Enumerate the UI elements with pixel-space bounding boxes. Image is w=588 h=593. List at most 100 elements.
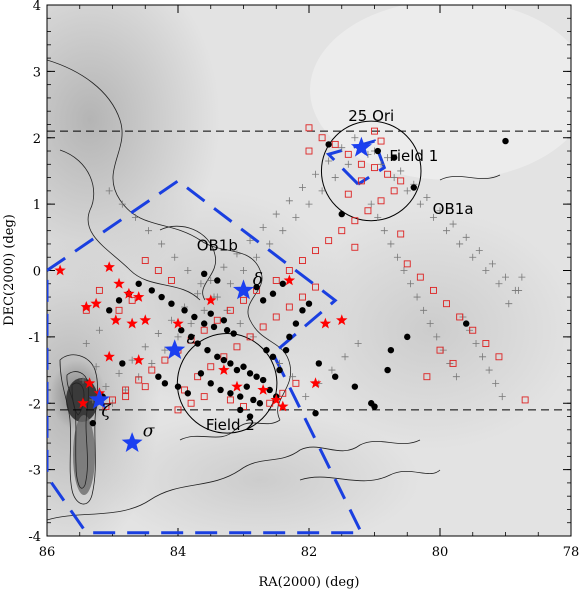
- plus-point: [158, 240, 166, 248]
- bright-star: [88, 388, 110, 409]
- circle-point: [174, 383, 182, 390]
- circle-point: [115, 297, 123, 304]
- plus-point: [187, 320, 195, 328]
- plus-point: [397, 167, 405, 175]
- square-point: [279, 389, 287, 397]
- square-point: [351, 243, 359, 251]
- plus-point: [331, 174, 339, 182]
- plus-point: [429, 213, 437, 221]
- square-point: [154, 267, 162, 274]
- plus-point: [92, 363, 100, 371]
- plus-point: [194, 290, 202, 298]
- plus-point: [289, 373, 297, 381]
- annotation-label: Field 2: [206, 416, 255, 434]
- circle-point: [187, 333, 195, 341]
- square-point: [299, 257, 306, 264]
- y-tick-label: 0: [33, 265, 41, 280]
- circle-point: [148, 287, 155, 294]
- circle-point: [220, 356, 228, 364]
- plus-point: [344, 160, 352, 168]
- circle-point: [230, 330, 237, 337]
- circle-point: [135, 280, 142, 287]
- circle-point: [161, 380, 169, 387]
- plus-point: [200, 306, 208, 314]
- annotation-label: σ: [143, 421, 155, 441]
- plus-point: [436, 207, 444, 215]
- circle-point: [259, 297, 267, 304]
- circle-point: [227, 360, 234, 367]
- circle-point: [269, 353, 277, 360]
- plus-point: [420, 306, 428, 314]
- plus-point: [492, 379, 500, 387]
- y-tick-label: -4: [28, 530, 41, 545]
- square-point: [233, 343, 241, 351]
- square-point: [194, 373, 202, 381]
- circle-point: [220, 317, 228, 324]
- circle-point: [276, 366, 283, 374]
- annotation-label: ζ: [101, 402, 112, 422]
- circle-point: [390, 154, 398, 161]
- plus-point: [443, 227, 451, 235]
- circle-point: [351, 383, 359, 390]
- plus-point: [105, 187, 113, 195]
- square-point: [357, 160, 365, 168]
- square-point: [344, 190, 352, 198]
- red-star-point: [319, 317, 332, 329]
- circle-point: [184, 390, 192, 397]
- square-point: [456, 313, 464, 321]
- plus-point: [400, 267, 408, 274]
- plus-point: [79, 376, 87, 384]
- plus-point: [292, 213, 300, 221]
- circle-point: [384, 366, 391, 374]
- axis-ticks: [46, 4, 572, 537]
- square-point: [161, 356, 169, 364]
- plus-point: [452, 373, 460, 381]
- red-star-point: [133, 291, 145, 302]
- circle-point: [253, 373, 260, 380]
- plus-point: [482, 267, 490, 274]
- square-point: [416, 273, 424, 281]
- circle-point: [155, 373, 162, 380]
- circle-point: [178, 327, 185, 334]
- annotation-label: 25 Ori: [348, 107, 394, 125]
- plus-point: [367, 200, 375, 208]
- plus-point: [95, 326, 103, 334]
- square-point: [187, 399, 195, 407]
- plus-point: [403, 187, 411, 195]
- square-point: [371, 164, 378, 172]
- square-point: [331, 140, 339, 148]
- red-star-point: [90, 297, 102, 309]
- circle-point: [463, 320, 470, 327]
- plus-point: [511, 286, 519, 294]
- square-point: [390, 187, 398, 195]
- circle-point: [106, 307, 113, 314]
- circle-point: [246, 370, 254, 377]
- ob-boundaries: [47, 139, 387, 535]
- bright-star: [233, 279, 254, 300]
- plus-point: [285, 197, 293, 205]
- square-point: [285, 303, 293, 311]
- circle-point: [223, 327, 231, 334]
- y-tick-label: 4: [33, 0, 41, 14]
- plus-point: [102, 383, 110, 391]
- square-point: [95, 286, 103, 294]
- circle-point: [312, 410, 319, 417]
- square-point: [377, 137, 385, 145]
- circle-point: [237, 393, 244, 400]
- y-tick-label: 2: [33, 132, 41, 147]
- square-point: [364, 207, 372, 215]
- circle-point: [263, 346, 270, 354]
- plus-point: [488, 260, 496, 268]
- circle-point: [305, 300, 313, 307]
- red-star-point: [123, 287, 135, 299]
- circle-point: [181, 307, 188, 314]
- square-point: [325, 237, 333, 245]
- circle-point: [168, 300, 175, 307]
- square-point: [285, 267, 293, 274]
- square-point: [312, 283, 319, 291]
- circle-point: [282, 346, 290, 354]
- square-point: [141, 257, 149, 264]
- plus-point: [167, 316, 175, 324]
- square-point: [449, 359, 457, 367]
- square-point: [207, 363, 215, 371]
